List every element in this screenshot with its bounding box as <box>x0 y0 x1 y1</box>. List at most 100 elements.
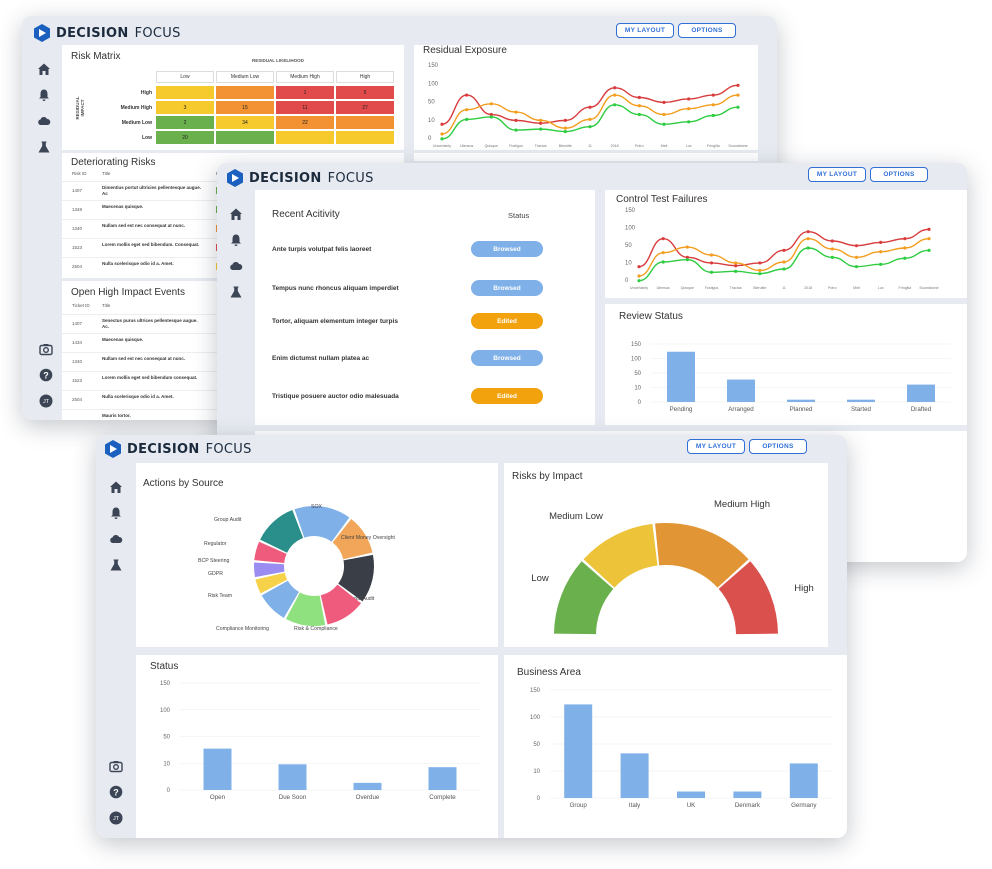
risk-matrix-row-header: High <box>140 89 152 96</box>
risk-matrix-cell[interactable] <box>216 131 274 144</box>
cloud-icon[interactable] <box>229 259 243 273</box>
sidebar <box>224 207 248 311</box>
my-layout-button[interactable]: MY LAYOUT <box>687 439 745 454</box>
risk-matrix-cell[interactable]: 11 <box>276 101 334 114</box>
gauge-segment[interactable] <box>554 561 614 635</box>
risk-matrix-cell[interactable]: 20 <box>156 131 214 144</box>
bar[interactable] <box>733 791 762 798</box>
line-point <box>563 129 567 134</box>
help-icon[interactable]: ? <box>109 785 123 799</box>
bar[interactable] <box>907 384 935 402</box>
risk-matrix-cell[interactable]: 15 <box>216 101 274 114</box>
gauge-segment[interactable] <box>655 523 749 588</box>
activity-status-pill[interactable]: Edited <box>471 388 543 404</box>
bar[interactable] <box>353 782 382 790</box>
bell-icon[interactable] <box>109 506 123 520</box>
donut-slice[interactable] <box>294 506 350 542</box>
help-icon[interactable]: ? <box>39 368 53 382</box>
risk-matrix-cell[interactable] <box>156 86 214 99</box>
line-point <box>709 253 714 257</box>
risk-matrix-cell[interactable]: 27 <box>336 101 394 114</box>
flask-icon[interactable] <box>37 140 51 154</box>
bell-icon[interactable] <box>37 88 51 102</box>
donut-slice-label: BCP Steering <box>198 558 229 564</box>
y-tick-label: 50 <box>533 742 540 748</box>
my-layout-button[interactable]: MY LAYOUT <box>616 23 674 38</box>
home-icon[interactable] <box>37 62 51 76</box>
home-icon[interactable] <box>229 207 243 221</box>
bar[interactable] <box>847 399 875 402</box>
avatar[interactable]: JT <box>109 811 123 825</box>
table-header: Title <box>102 171 111 176</box>
flask-icon[interactable] <box>109 558 123 572</box>
bar[interactable] <box>667 351 695 402</box>
home-icon[interactable] <box>109 480 123 494</box>
donut-slice[interactable] <box>260 510 304 553</box>
bar[interactable] <box>564 704 593 798</box>
risk-matrix-cell[interactable] <box>336 116 394 129</box>
bar[interactable] <box>278 764 307 790</box>
risk-matrix-cell[interactable] <box>276 131 334 144</box>
x-tick-label: Bleruitte <box>753 286 766 290</box>
activity-item-text: Tortor, aliquam elementum integer turpis <box>272 318 398 325</box>
activity-status-pill[interactable]: Edited <box>471 313 543 329</box>
risk-matrix-cell[interactable]: 5 <box>336 86 394 99</box>
my-layout-button[interactable]: MY LAYOUT <box>808 167 866 182</box>
x-tick-label: Uncertainty <box>433 144 451 148</box>
bar[interactable] <box>787 399 815 402</box>
line-point <box>662 100 666 104</box>
donut-slice[interactable] <box>285 592 326 626</box>
cloud-icon[interactable] <box>109 532 123 546</box>
camera-icon[interactable] <box>109 759 123 773</box>
risk-matrix-cell[interactable] <box>336 131 394 144</box>
donut-slice[interactable] <box>261 580 299 618</box>
activity-status-pill[interactable]: Browsed <box>471 241 543 257</box>
bar[interactable] <box>428 767 457 790</box>
gauge-segment-label: High <box>794 583 814 594</box>
options-button[interactable]: OPTIONS <box>870 167 928 182</box>
gauge-segment[interactable] <box>583 523 658 588</box>
activity-status-pill[interactable]: Browsed <box>471 280 543 296</box>
risk-matrix-cell[interactable]: 34 <box>216 116 274 129</box>
bar[interactable] <box>620 753 649 798</box>
gauge-segment[interactable] <box>718 561 778 635</box>
donut-slice[interactable] <box>255 572 288 594</box>
donut-slice[interactable] <box>254 541 287 564</box>
donut-slice[interactable] <box>254 562 285 578</box>
line-series <box>441 104 739 140</box>
risk-matrix-cell[interactable] <box>216 86 274 99</box>
risk-matrix-cell[interactable]: 2 <box>156 116 214 129</box>
line-point <box>758 272 762 276</box>
line-point <box>854 244 859 248</box>
cloud-icon[interactable] <box>37 114 51 128</box>
y-tick-label: 0 <box>537 796 541 802</box>
avatar[interactable]: JT <box>39 394 53 408</box>
activity-status-pill[interactable]: Browsed <box>471 350 543 366</box>
donut-slice-label: Compliance Monitoring <box>216 626 269 632</box>
bar[interactable] <box>727 379 755 402</box>
options-button[interactable]: OPTIONS <box>749 439 807 454</box>
bell-icon[interactable] <box>229 233 243 247</box>
camera-icon[interactable] <box>39 342 53 356</box>
risk-matrix-cell[interactable]: 22 <box>276 116 334 129</box>
line-point <box>806 237 810 241</box>
risk-matrix-cell[interactable]: 3 <box>156 101 214 114</box>
line-point <box>613 93 617 97</box>
options-button[interactable]: OPTIONS <box>678 23 736 38</box>
bar[interactable] <box>203 748 232 790</box>
brand-logo: DECISION FOCUS <box>227 169 374 187</box>
ticket-id: 1407 <box>72 321 83 326</box>
actions-by-source-panel: Actions by Source SOX Client Money Oversi… <box>136 463 498 647</box>
risk-matrix-cell[interactable]: 1 <box>276 86 334 99</box>
donut-slice[interactable] <box>320 584 362 625</box>
y-tick-label: 50 <box>163 735 170 741</box>
x-tick-label: Meit <box>853 286 860 290</box>
risk-matrix-row-header: Medium Low <box>121 119 152 126</box>
flask-icon[interactable] <box>229 285 243 299</box>
donut-slice[interactable] <box>332 518 373 560</box>
bar[interactable] <box>677 791 705 798</box>
bar[interactable] <box>789 763 818 798</box>
donut-slice[interactable] <box>338 554 374 602</box>
